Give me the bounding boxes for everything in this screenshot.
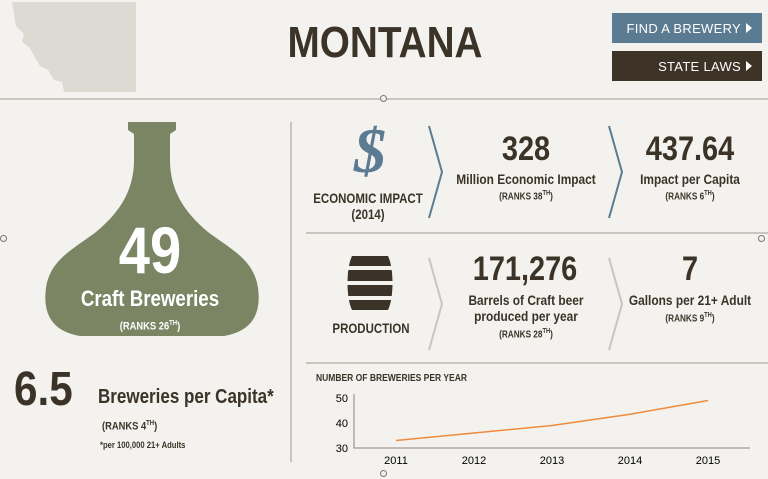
impact-per-capita-value: 437.64 [645, 130, 735, 168]
gallons-value: 7 [681, 250, 699, 288]
chart-divider [306, 362, 768, 364]
state-laws-label: STATE LAWS [658, 58, 741, 74]
per-capita-value: 6.5 [14, 363, 73, 416]
gallons-rank: (RANKS 9TH) [665, 312, 715, 325]
brewery-count-label: Craft Breweries [80, 286, 220, 311]
dollar-icon: $ [354, 115, 386, 186]
per-capita-note: *per 100,000 21+ Adults [100, 440, 186, 450]
column-divider [290, 122, 292, 462]
bottle-icon [45, 122, 259, 336]
chevron-right-icon [428, 257, 444, 351]
brewery-line-chart: 30 40 50 2011 2012 2013 2014 2015 [336, 393, 750, 467]
impact-per-capita-rank: (RANKS 6TH) [665, 190, 715, 203]
page-title: MONTANA [287, 18, 483, 67]
x-tick-label: 2011 [384, 455, 408, 467]
barrels-rank: (RANKS 28TH) [499, 328, 553, 341]
handle-dot [0, 235, 7, 242]
chevron-right-icon [608, 257, 624, 351]
state-laws-button[interactable]: STATE LAWS [612, 51, 762, 81]
chart-axis [353, 394, 750, 449]
triangle-right-icon [746, 23, 752, 33]
triangle-right-icon [746, 61, 752, 71]
barrels-label: Barrels of Craft beer produced per year [468, 292, 584, 324]
economic-impact-value: 328 [501, 130, 551, 168]
brewery-count: 49 [118, 213, 182, 287]
production-label: PRODUCTION [332, 320, 410, 336]
brewery-rank: (RANKS 26TH) [119, 320, 181, 333]
state-map [12, 2, 136, 92]
handle-dot [380, 95, 387, 102]
x-tick-label: 2015 [696, 455, 720, 467]
find-brewery-button[interactable]: FIND A BREWERY [612, 13, 762, 43]
series-line [395, 399, 709, 442]
chevron-right-icon [428, 125, 444, 219]
economic-impact-desc: Million Economic Impact [456, 171, 596, 187]
handle-dot [380, 470, 387, 477]
chart-title: NUMBER OF BREWERIES PER YEAR [316, 373, 467, 384]
y-tick-label: 30 [336, 443, 348, 455]
y-tick-label: 50 [336, 393, 348, 405]
y-tick-label: 40 [336, 418, 348, 430]
handle-dot [758, 235, 765, 242]
barrels-value: 171,276 [472, 250, 578, 288]
economic-impact-rank: (RANKS 38TH) [499, 190, 553, 203]
x-tick-label: 2014 [618, 455, 642, 467]
per-capita-label: Breweries per Capita* [98, 386, 274, 408]
x-tick-label: 2013 [540, 455, 564, 467]
impact-per-capita-label: Impact per Capita [640, 171, 740, 187]
barrel-icon [346, 256, 394, 310]
find-brewery-label: FIND A BREWERY [626, 20, 741, 36]
gallons-label: Gallons per 21+ Adult [628, 292, 752, 308]
x-tick-label: 2012 [462, 455, 486, 467]
row-divider [306, 232, 768, 234]
economic-impact-label: ECONOMIC IMPACT (2014) [313, 190, 423, 222]
chevron-right-icon [608, 125, 624, 219]
per-capita-rank: (RANKS 4TH) [102, 420, 158, 433]
